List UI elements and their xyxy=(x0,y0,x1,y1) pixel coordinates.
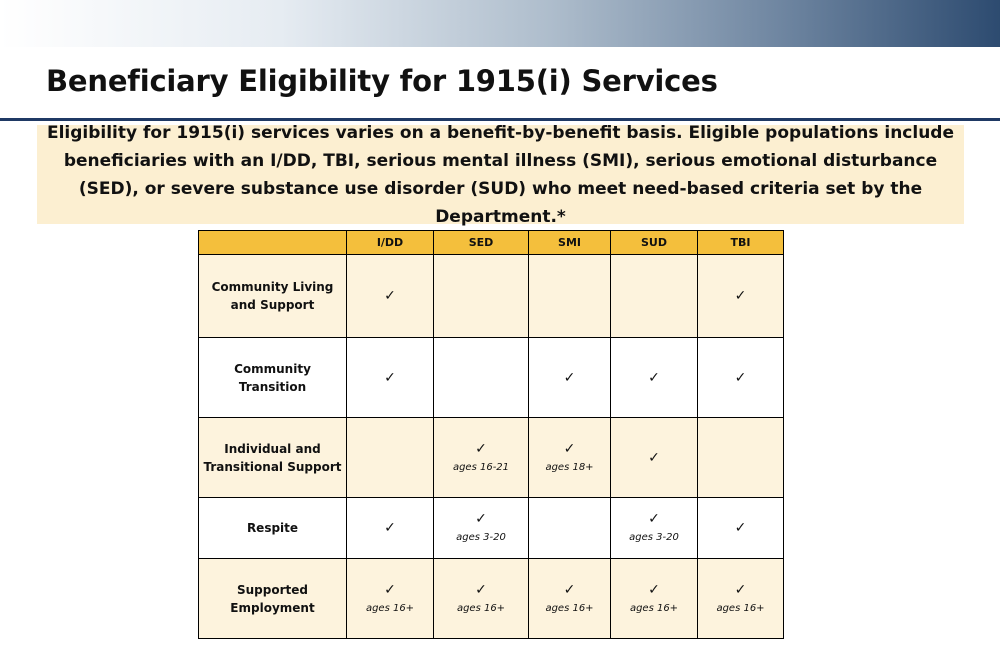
table-cell: ✓ ages 16+ xyxy=(528,558,611,639)
row-label: Respite xyxy=(198,497,347,559)
age-note: ages 16-21 xyxy=(452,461,510,473)
age-note: ages 16+ xyxy=(629,602,679,614)
table-row: Community Living and Support ✓ ✓ xyxy=(198,254,784,338)
table-cell xyxy=(528,497,611,559)
table-cell xyxy=(433,337,529,418)
eligibility-table: I/DD SED SMI SUD TBI Community Living an… xyxy=(198,230,784,639)
age-note: ages 16+ xyxy=(365,602,415,614)
title-divider xyxy=(0,118,1000,121)
table-cell xyxy=(433,254,529,338)
callout-text: Eligibility for 1915(i) services varies … xyxy=(46,122,955,227)
table-cell: ✓ ages 16+ xyxy=(346,558,434,639)
table-cell: ✓ ages 16+ xyxy=(433,558,529,639)
table-row: Respite ✓ ✓ ages 3-20 ✓ ages 3-20 ✓ xyxy=(198,497,784,559)
checkmark-icon: ✓ xyxy=(648,449,660,466)
age-note: ages 16+ xyxy=(545,602,594,614)
age-note: ages 3-20 xyxy=(629,532,679,543)
checkmark-icon: ✓ xyxy=(563,440,576,457)
checkmark-icon: ✓ xyxy=(734,288,747,304)
checkmark-icon: ✓ xyxy=(563,369,576,386)
age-note: ages 16+ xyxy=(456,602,506,614)
table-cell: ✓ xyxy=(610,337,698,418)
table-cell: ✓ ages 16-21 xyxy=(433,417,529,498)
slide-title: Beneficiary Eligibility for 1915(i) Serv… xyxy=(46,64,718,98)
checkmark-icon: ✓ xyxy=(384,369,396,386)
row-label: Supported Employment xyxy=(198,558,347,639)
age-note: ages 18+ xyxy=(545,461,594,473)
checkmark-icon: ✓ xyxy=(475,511,487,527)
column-header-smi: SMI xyxy=(528,230,611,255)
row-label: Community Transition xyxy=(198,337,347,418)
eligibility-callout: Eligibility for 1915(i) services varies … xyxy=(37,123,964,227)
table-cell: ✓ xyxy=(528,337,611,418)
table-cell xyxy=(697,417,784,498)
age-note: ages 3-20 xyxy=(456,532,506,543)
table-cell xyxy=(528,254,611,338)
checkmark-icon: ✓ xyxy=(475,581,487,598)
checkmark-icon: ✓ xyxy=(563,581,576,598)
table-cell xyxy=(346,417,434,498)
column-header-idd: I/DD xyxy=(346,230,434,255)
checkmark-icon: ✓ xyxy=(384,520,396,536)
table-cell xyxy=(610,254,698,338)
header-gradient-band xyxy=(0,0,1000,47)
table-cell: ✓ xyxy=(610,417,698,498)
checkmark-icon: ✓ xyxy=(734,369,747,386)
column-header-tbi: TBI xyxy=(697,230,784,255)
table-cell: ✓ xyxy=(346,337,434,418)
table-cell: ✓ xyxy=(697,337,784,418)
table-header-row: I/DD SED SMI SUD TBI xyxy=(198,230,784,255)
checkmark-icon: ✓ xyxy=(384,288,396,304)
checkmark-icon: ✓ xyxy=(648,369,660,386)
checkmark-icon: ✓ xyxy=(648,511,660,527)
table-cell: ✓ xyxy=(697,254,784,338)
table-cell: ✓ xyxy=(346,497,434,559)
table-cell: ✓ xyxy=(697,497,784,559)
row-label: Community Living and Support xyxy=(198,254,347,338)
checkmark-icon: ✓ xyxy=(384,581,396,598)
checkmark-icon: ✓ xyxy=(475,440,487,457)
checkmark-icon: ✓ xyxy=(734,520,747,536)
checkmark-icon: ✓ xyxy=(648,581,660,598)
column-header-sed: SED xyxy=(433,230,529,255)
table-cell: ✓ ages 16+ xyxy=(697,558,784,639)
header-corner-cell xyxy=(198,230,347,255)
table-cell: ✓ ages 18+ xyxy=(528,417,611,498)
table-cell: ✓ xyxy=(346,254,434,338)
table-row: Individual and Transitional Support ✓ ag… xyxy=(198,417,784,498)
column-header-sud: SUD xyxy=(610,230,698,255)
table-row: Supported Employment ✓ ages 16+ ✓ ages 1… xyxy=(198,558,784,639)
table-cell: ✓ ages 3-20 xyxy=(610,497,698,559)
checkmark-icon: ✓ xyxy=(734,581,747,598)
row-label: Individual and Transitional Support xyxy=(198,417,347,498)
table-cell: ✓ ages 3-20 xyxy=(433,497,529,559)
age-note: ages 16+ xyxy=(716,602,765,614)
table-cell: ✓ ages 16+ xyxy=(610,558,698,639)
table-row: Community Transition ✓ ✓ ✓ ✓ xyxy=(198,337,784,418)
